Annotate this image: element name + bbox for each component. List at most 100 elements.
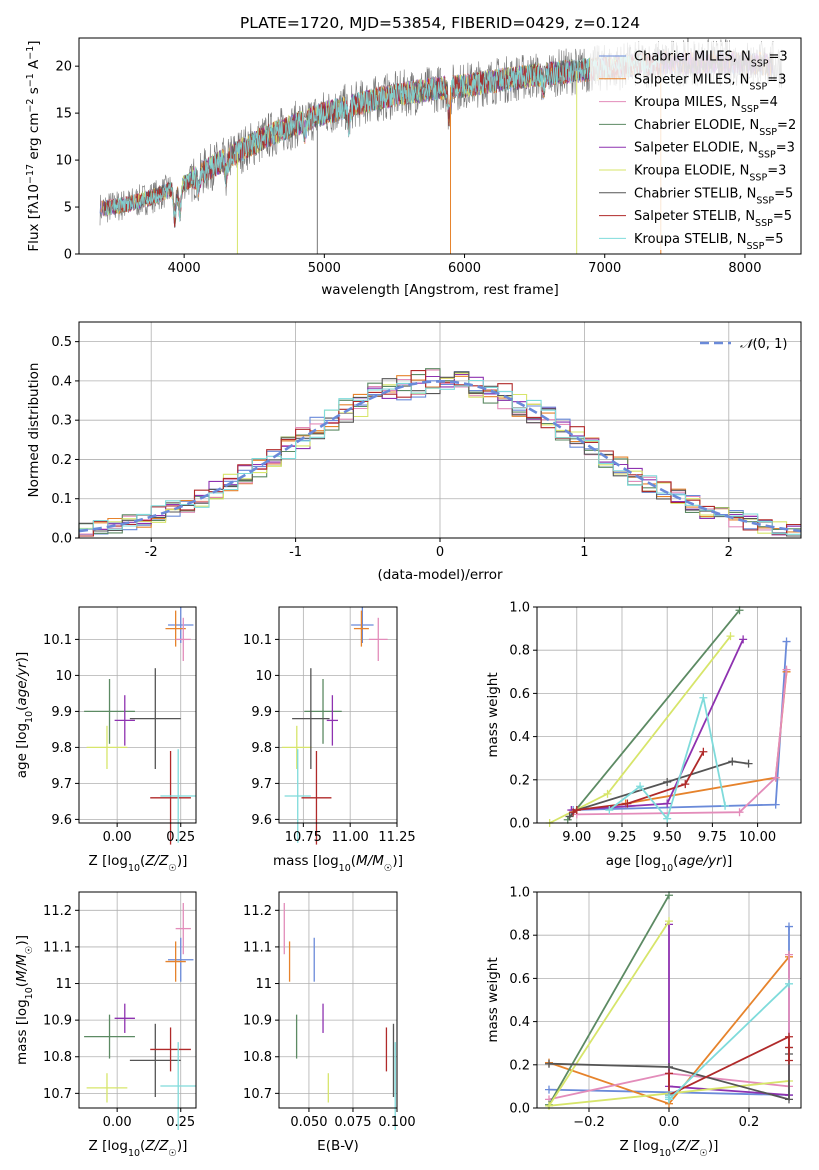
axes-mass-vs-EBV — [279, 892, 398, 1108]
errorbar-point — [284, 749, 311, 843]
y-tick-label: 10.1 — [43, 633, 72, 648]
weight-marker — [721, 801, 730, 810]
x-tick-label: 10.00 — [739, 830, 776, 845]
errorbar-point — [165, 941, 186, 982]
x-tick-label: 0.0 — [659, 1115, 680, 1130]
y-tick-label: 0.5 — [51, 335, 72, 350]
x-tick-label: 9.75 — [698, 830, 727, 845]
y-tick-label: 0 — [64, 248, 72, 263]
x-tick-label: 0.100 — [378, 1115, 415, 1130]
weight-marker — [665, 917, 673, 926]
y-tick-label: 10.8 — [243, 1050, 272, 1065]
axis-frame-mass-vs-EBV: 0.050 0.075 0.100 10.7 10.8 10.9 11 11.1 11.2 — [243, 891, 416, 1130]
y-tick-label: 10 — [55, 154, 72, 169]
weight-marker — [785, 1056, 793, 1065]
y-tick-label: 10.8 — [43, 1050, 72, 1065]
x-tick-label: 0 — [436, 545, 444, 560]
weight-marker — [699, 693, 708, 702]
y-tick-label: 0.2 — [509, 773, 530, 788]
axis-frame-mass-vs-Z: 0.00 0.25 10.7 10.8 10.9 11 11.1 11.2 — [43, 891, 197, 1130]
errorbar-point — [160, 1042, 196, 1130]
errorbar-point — [168, 937, 194, 982]
weight-marker — [605, 806, 614, 815]
frame — [278, 891, 398, 1109]
y-tick-label: 9.8 — [251, 741, 272, 756]
weight-marker — [545, 1085, 553, 1094]
errorbar-point — [368, 617, 388, 661]
errorbar-point — [86, 725, 128, 769]
y-tick-label: 0.8 — [509, 929, 530, 944]
errorbar-point — [168, 607, 194, 643]
y-tick-label: 10 — [255, 669, 272, 684]
errorbar-point — [165, 610, 186, 647]
normal-curve — [78, 379, 802, 533]
plot-area-age-vs-Z — [84, 607, 196, 845]
y-tick-label: 0.2 — [51, 453, 72, 468]
axis-frame-weight-vs-age: 9.00 9.25 9.50 9.75 10.00 0.0 0.2 0.4 0.6 0.8 1.0 — [509, 601, 802, 845]
legend-residuals: 𝒩(0, 1) — [700, 337, 787, 352]
y-axis-label: age [log10(age/yr)] — [14, 652, 35, 778]
x-tick-label: 11.00 — [332, 830, 369, 845]
legend-label: 𝒩(0, 1) — [740, 337, 787, 352]
x-axis-label: wavelength [Angstrom, rest frame] — [321, 282, 559, 298]
y-tick-label: 0.6 — [509, 972, 530, 987]
y-axis-label: mass [log10(M/M☉)] — [14, 935, 35, 1065]
x-tick-label: 4000 — [168, 261, 201, 276]
legend-label: Kroupa STELIB, NSSP=5 — [634, 232, 784, 252]
x-tick-label: 2 — [725, 545, 733, 560]
axis-frame-weight-vs-Z: −0.2 0.0 0.2 0.0 0.2 0.4 0.6 0.8 1.0 — [509, 886, 802, 1130]
y-tick-label: 0.0 — [509, 1102, 530, 1117]
weight-marker — [785, 922, 793, 931]
y-tick-label: 11 — [55, 977, 72, 992]
weight-marker — [569, 808, 578, 817]
y-tick-label: 11.1 — [43, 940, 72, 955]
weight-marker — [785, 1095, 793, 1104]
x-tick-label: 8000 — [728, 261, 761, 276]
y-tick-label: 0.4 — [509, 1015, 530, 1030]
errorbar-point — [304, 679, 342, 744]
x-tick-label: 0.00 — [103, 830, 132, 845]
weight-marker — [603, 789, 612, 798]
errorbar-point — [150, 751, 191, 845]
weight-marker — [699, 747, 708, 756]
weight-marker — [744, 759, 753, 768]
weight-marker — [726, 632, 735, 641]
x-tick-label: 0.075 — [334, 1115, 371, 1130]
weight-marker — [623, 799, 632, 808]
frame — [78, 606, 197, 824]
legend-label: Chabrier ELODIE, NSSP=2 — [634, 118, 796, 138]
weight-marker — [565, 812, 574, 821]
model-spectrum-line — [105, 51, 661, 222]
y-axis-label: mass weight — [485, 672, 501, 757]
weight-marker — [728, 757, 737, 766]
errorbar-point — [281, 725, 312, 769]
plot-area-weight-vs-Z — [545, 891, 793, 1110]
weight-marker — [739, 635, 748, 644]
legend-label: Kroupa MILES, NSSP=4 — [634, 95, 778, 115]
y-tick-label: 9.7 — [251, 777, 272, 792]
weight-line — [576, 669, 788, 816]
y-tick-label: 11 — [255, 977, 272, 992]
legend-label: Salpeter STELIB, NSSP=5 — [634, 209, 792, 229]
legend-label: Chabrier STELIB, NSSP=5 — [634, 186, 793, 206]
weight-marker — [663, 777, 672, 786]
errorbar-point — [175, 617, 191, 661]
y-tick-label: 0.0 — [51, 532, 72, 547]
y-axis-label: Normed distribution — [26, 363, 42, 498]
weight-line — [668, 924, 790, 1096]
axis-frame-spectrum: 4000 5000 6000 7000 8000 0 5 10 15 20 — [55, 37, 802, 276]
weight-marker — [785, 950, 793, 959]
errorbar-point — [353, 610, 369, 647]
weight-line — [548, 894, 670, 1106]
x-axis-label: Z [log10(Z/Z☉)] — [89, 853, 188, 874]
weight-line — [625, 671, 788, 805]
y-tick-label: 1.0 — [509, 601, 530, 616]
y-tick-label: 10.7 — [243, 1087, 272, 1102]
plot-area-mass-vs-Z — [84, 902, 196, 1130]
y-tick-label: 5 — [64, 201, 72, 216]
x-tick-label: 0.25 — [166, 1115, 195, 1130]
legend-label: Salpeter MILES, NSSP=3 — [634, 72, 786, 92]
weight-marker — [771, 800, 780, 809]
y-tick-label: 9.6 — [51, 813, 72, 828]
legend-label: Kroupa ELODIE, NSSP=3 — [634, 164, 786, 184]
